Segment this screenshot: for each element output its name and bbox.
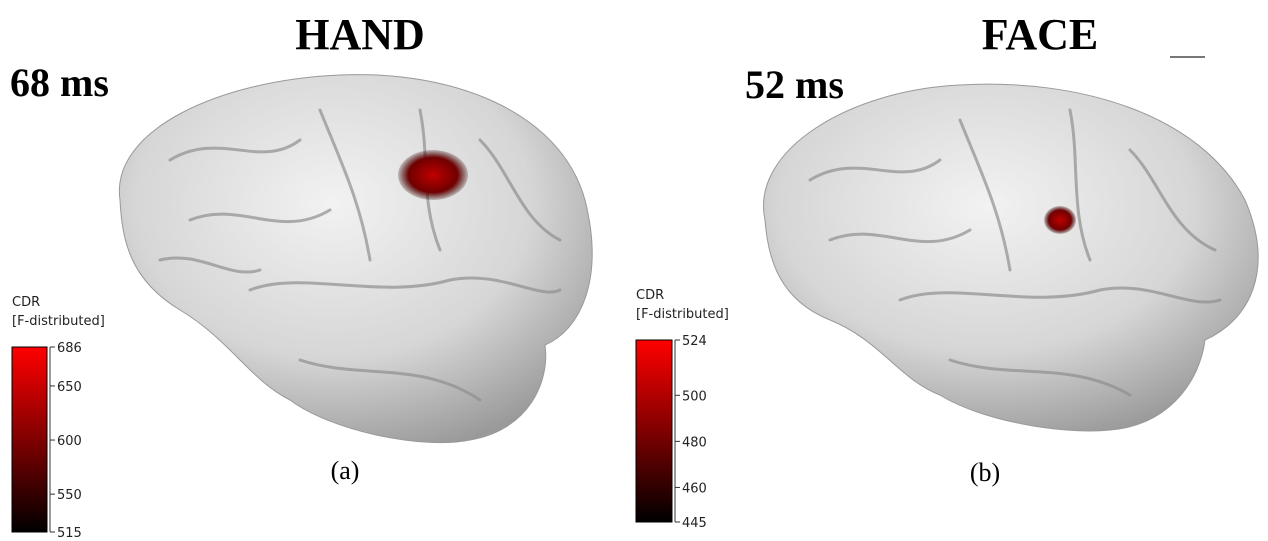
panel-caption: (b) bbox=[970, 458, 1000, 487]
colorbar-sublabel: [F-distributed] bbox=[12, 314, 105, 329]
brain-a bbox=[119, 75, 592, 443]
figure: HAND 68 ms (a) CDR [F-distributed] 686 650 600 5… bbox=[0, 0, 1268, 541]
latency-label: 52 ms bbox=[745, 62, 844, 107]
latency-label: 68 ms bbox=[10, 60, 109, 105]
colorbar-tick-label: 445 bbox=[682, 516, 707, 531]
activation bbox=[398, 150, 468, 200]
colorbar-tick-label: 480 bbox=[682, 435, 707, 450]
colorbar-tick-label: 600 bbox=[57, 434, 82, 449]
colorbar bbox=[636, 340, 672, 522]
colorbar-label: CDR bbox=[12, 295, 40, 310]
activation bbox=[1044, 206, 1076, 234]
panel-caption: (a) bbox=[331, 456, 360, 485]
colorbar-tick-label: 524 bbox=[682, 334, 707, 349]
colorbar-tick-label: 550 bbox=[57, 488, 82, 503]
colorbar-sublabel: [F-distributed] bbox=[636, 307, 729, 322]
colorbar-label: CDR bbox=[636, 288, 664, 303]
colorbar-tick-label: 515 bbox=[57, 526, 82, 541]
panel-title: HAND bbox=[295, 10, 425, 59]
colorbar-tick-label: 460 bbox=[682, 481, 707, 496]
colorbar bbox=[12, 347, 47, 532]
colorbar-tick-label: 650 bbox=[57, 380, 82, 395]
colorbar-tick-label: 686 bbox=[57, 341, 82, 356]
colorbar-tick-label: 500 bbox=[682, 389, 707, 404]
brain-b bbox=[764, 84, 1259, 431]
panel-title: FACE bbox=[982, 10, 1099, 59]
